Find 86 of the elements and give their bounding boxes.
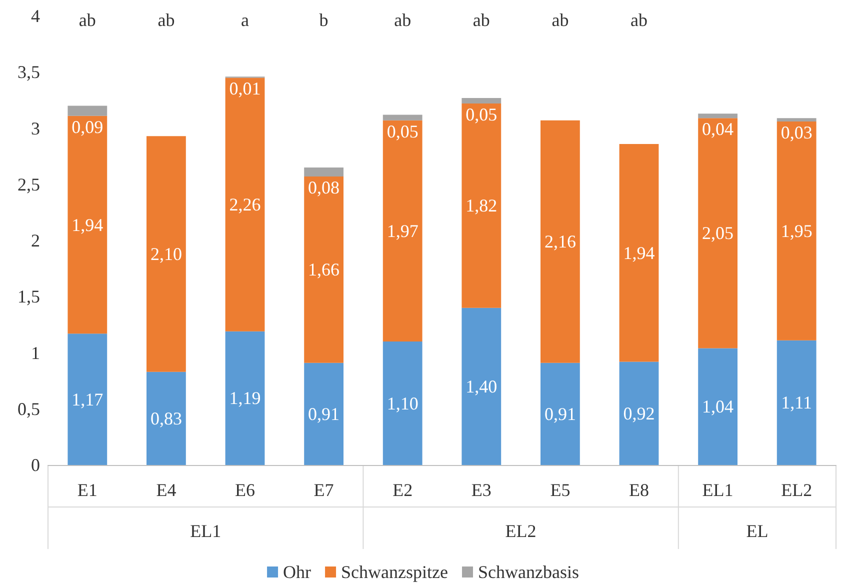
bar — [540, 362, 580, 465]
bar — [462, 98, 502, 104]
x-tick-label: E3 — [471, 480, 492, 500]
y-tick-label: 4 — [31, 6, 40, 26]
bar — [68, 334, 108, 465]
x-tick-label: E8 — [629, 480, 649, 500]
y-tick-label: 3 — [31, 118, 40, 138]
bar — [146, 136, 186, 372]
legend-label: Schwanzspitze — [341, 562, 448, 582]
annotation: a — [241, 10, 249, 30]
data-label: 1,40 — [466, 376, 498, 396]
data-label: 2,05 — [702, 223, 734, 244]
text: EL — [746, 521, 768, 541]
y-tick-label: 0,5 — [18, 398, 40, 419]
bar — [382, 342, 422, 465]
data-label: 2,16 — [544, 232, 576, 252]
x-tick-label: EL2 — [781, 480, 812, 500]
data-label: 1,97 — [386, 220, 418, 241]
x-tick-label: E6 — [235, 480, 255, 500]
data-label: 0,91 — [308, 404, 340, 424]
data-label: 1,66 — [308, 260, 340, 280]
data-label: 0,92 — [623, 403, 655, 424]
x-tick-label: E1 — [77, 480, 98, 500]
bar — [776, 118, 816, 122]
data-label: 1,11 — [781, 392, 812, 413]
bar — [462, 308, 502, 465]
data-label: 2,26 — [229, 194, 261, 215]
annotation: b — [319, 10, 328, 30]
y-tick-label: 1,5 — [18, 286, 40, 307]
bar — [698, 114, 738, 118]
annotation: ab — [78, 10, 96, 30]
data-label: 0,05 — [386, 121, 418, 142]
legend-label: Ohr — [283, 562, 312, 582]
x-tick-label: E2 — [392, 480, 413, 500]
x-tick-label: E7 — [314, 480, 334, 500]
bar — [382, 120, 422, 342]
data-label: 1,95 — [780, 220, 812, 241]
annotation: ab — [552, 10, 569, 30]
bar — [462, 104, 502, 308]
data-label: 1,10 — [386, 393, 418, 414]
legend-label: Schwanzbasis — [478, 562, 579, 582]
x-tick-label: E4 — [156, 480, 176, 500]
bar — [698, 348, 738, 465]
bar — [540, 120, 580, 363]
data-label: 0,08 — [308, 178, 340, 198]
bar — [776, 340, 816, 465]
data-label: 0,05 — [466, 104, 498, 125]
bar — [304, 176, 344, 363]
bar — [776, 122, 816, 340]
bar — [225, 78, 265, 332]
annotation: ab — [630, 10, 648, 30]
data-label: 0,09 — [72, 116, 104, 137]
data-label: 0,91 — [544, 404, 576, 424]
data-label: 1,94 — [623, 242, 655, 263]
data-label: 1,94 — [72, 214, 104, 235]
y-tick-label: 3,5 — [18, 62, 40, 82]
y-tick-label: 2 — [31, 230, 40, 250]
annotation: ab — [158, 10, 175, 30]
bar — [698, 118, 738, 348]
annotation: ab — [472, 10, 490, 30]
data-label: 0,01 — [229, 78, 261, 99]
data-label: 1,19 — [229, 388, 261, 408]
y-tick-label: 2,5 — [18, 174, 40, 194]
data-label: 1,04 — [702, 396, 734, 417]
bar — [68, 106, 108, 116]
bar — [304, 168, 344, 177]
y-tick-label: 1 — [31, 342, 40, 363]
data-label: 0,04 — [702, 119, 734, 140]
bar — [225, 331, 265, 465]
data-label: 2,10 — [150, 244, 182, 264]
text: EL2 — [505, 521, 536, 541]
bar — [382, 114, 422, 120]
text: EL1 — [190, 521, 222, 541]
data-label: 1,82 — [466, 196, 498, 216]
data-label: 0,03 — [780, 122, 812, 143]
bar — [68, 116, 108, 334]
annotation: ab — [394, 10, 412, 30]
x-tick-label: EL1 — [702, 480, 734, 500]
bar — [146, 372, 186, 465]
data-label: 1,17 — [72, 389, 104, 410]
bar — [619, 144, 659, 362]
bar — [304, 362, 344, 465]
bar — [619, 362, 659, 465]
x-tick-label: E5 — [550, 480, 570, 500]
data-label: 0,83 — [150, 408, 182, 428]
y-tick-label: 0 — [31, 455, 40, 475]
